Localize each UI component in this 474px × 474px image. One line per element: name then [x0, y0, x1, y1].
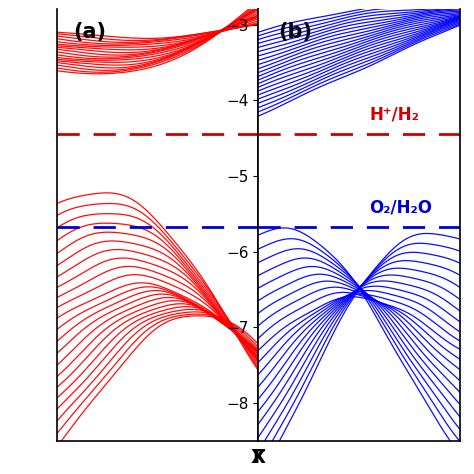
Text: (b): (b) [278, 22, 312, 42]
Text: (a): (a) [73, 22, 106, 42]
Text: O₂/H₂O: O₂/H₂O [369, 199, 432, 217]
Text: H⁺/H₂: H⁺/H₂ [369, 106, 419, 124]
